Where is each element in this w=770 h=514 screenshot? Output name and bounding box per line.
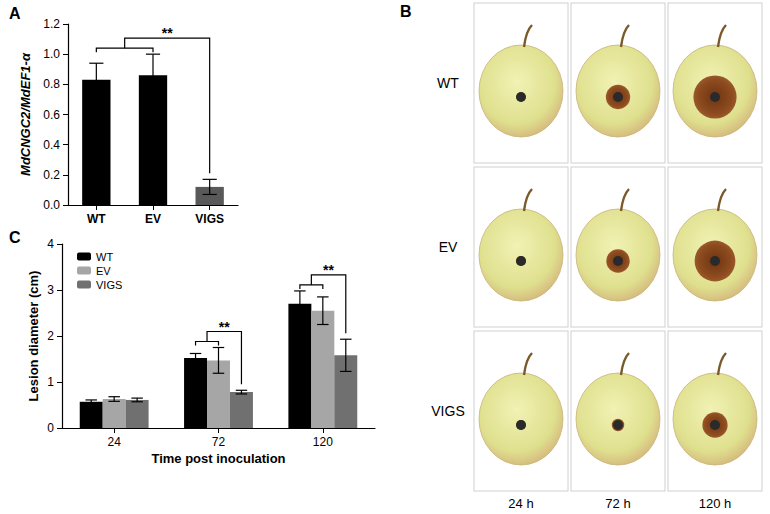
svg-text:4: 4 xyxy=(47,237,54,251)
svg-text:0.4: 0.4 xyxy=(43,138,60,152)
svg-text:A: A xyxy=(9,5,21,22)
svg-text:24 h: 24 h xyxy=(508,496,533,511)
svg-text:VIGS: VIGS xyxy=(96,279,122,291)
svg-text:B: B xyxy=(400,3,412,20)
svg-text:24: 24 xyxy=(107,435,121,449)
svg-text:72 h: 72 h xyxy=(605,496,630,511)
svg-text:WT: WT xyxy=(87,212,106,226)
svg-text:120: 120 xyxy=(313,435,333,449)
svg-text:0.6: 0.6 xyxy=(43,108,60,122)
svg-text:0.8: 0.8 xyxy=(43,77,60,91)
svg-text:0: 0 xyxy=(47,421,54,435)
svg-text:**: ** xyxy=(162,25,173,41)
svg-text:WT: WT xyxy=(96,251,113,263)
svg-text:WT: WT xyxy=(437,75,459,91)
svg-text:**: ** xyxy=(323,262,334,278)
svg-text:120 h: 120 h xyxy=(699,496,732,511)
svg-text:Lesion diameter (cm): Lesion diameter (cm) xyxy=(26,271,41,402)
svg-text:72: 72 xyxy=(212,435,226,449)
svg-text:VIGS: VIGS xyxy=(195,212,224,226)
svg-text:MdCNGC2/MdEF1-α: MdCNGC2/MdEF1-α xyxy=(18,52,33,176)
svg-text:EV: EV xyxy=(96,265,111,277)
svg-text:1: 1 xyxy=(47,375,54,389)
svg-text:VIGS: VIGS xyxy=(431,403,464,419)
svg-text:EV: EV xyxy=(145,212,161,226)
svg-text:EV: EV xyxy=(439,239,458,255)
svg-text:2: 2 xyxy=(47,329,54,343)
svg-text:0.2: 0.2 xyxy=(43,168,60,182)
svg-text:Time post inoculation: Time post inoculation xyxy=(151,451,285,466)
svg-text:3: 3 xyxy=(47,283,54,297)
svg-text:**: ** xyxy=(219,319,230,335)
svg-text:1.0: 1.0 xyxy=(43,47,60,61)
svg-text:1.2: 1.2 xyxy=(43,17,60,31)
svg-text:0.0: 0.0 xyxy=(43,198,60,212)
svg-text:C: C xyxy=(9,229,21,246)
